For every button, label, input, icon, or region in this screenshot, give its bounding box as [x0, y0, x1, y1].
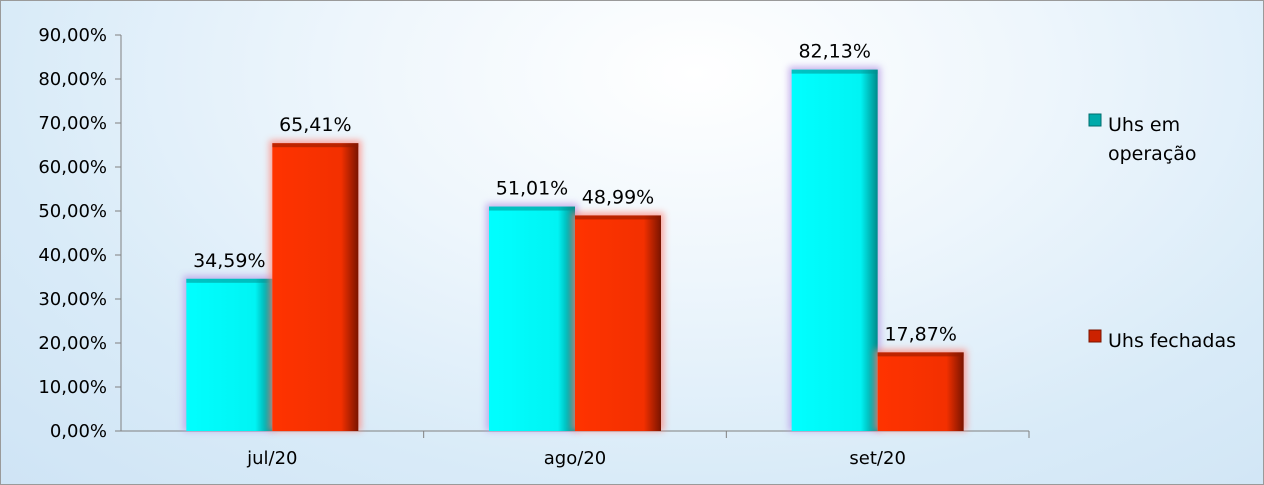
y-tick-label: 0,00% [50, 421, 107, 442]
data-label: 65,41% [279, 114, 351, 136]
bar-top-edge [792, 70, 878, 74]
bar [878, 352, 964, 431]
data-label: 34,59% [193, 250, 265, 272]
data-label: 48,99% [582, 186, 654, 208]
legend-label: Uhs fechadas [1108, 330, 1236, 352]
bar-top-edge [186, 279, 272, 283]
y-tick-label: 90,00% [38, 25, 107, 46]
bar [186, 279, 272, 431]
y-tick-label: 60,00% [38, 157, 107, 178]
bar [792, 70, 878, 431]
data-label: 82,13% [798, 41, 870, 63]
bar [575, 215, 661, 431]
y-tick-label: 80,00% [38, 69, 107, 90]
legend-label: operação [1108, 143, 1197, 165]
bar-top-edge [272, 143, 358, 147]
y-tick-label: 50,00% [38, 201, 107, 222]
y-tick-label: 40,00% [38, 245, 107, 266]
bar-top-edge [575, 215, 661, 219]
data-label: 17,87% [884, 323, 956, 345]
legend-swatch [1089, 330, 1101, 342]
data-label: 51,01% [496, 178, 568, 200]
y-tick-label: 70,00% [38, 113, 107, 134]
y-tick-label: 10,00% [38, 377, 107, 398]
bar-top-edge [489, 207, 575, 211]
bar [272, 143, 358, 431]
x-tick-label: set/20 [849, 448, 905, 469]
x-tick-label: jul/20 [246, 448, 297, 469]
y-tick-label: 20,00% [38, 333, 107, 354]
legend-label: Uhs em [1108, 114, 1180, 136]
x-tick-label: ago/20 [544, 448, 606, 469]
legend-swatch [1089, 114, 1101, 126]
bar-top-edge [878, 352, 964, 356]
bar [489, 207, 575, 431]
y-tick-label: 30,00% [38, 289, 107, 310]
